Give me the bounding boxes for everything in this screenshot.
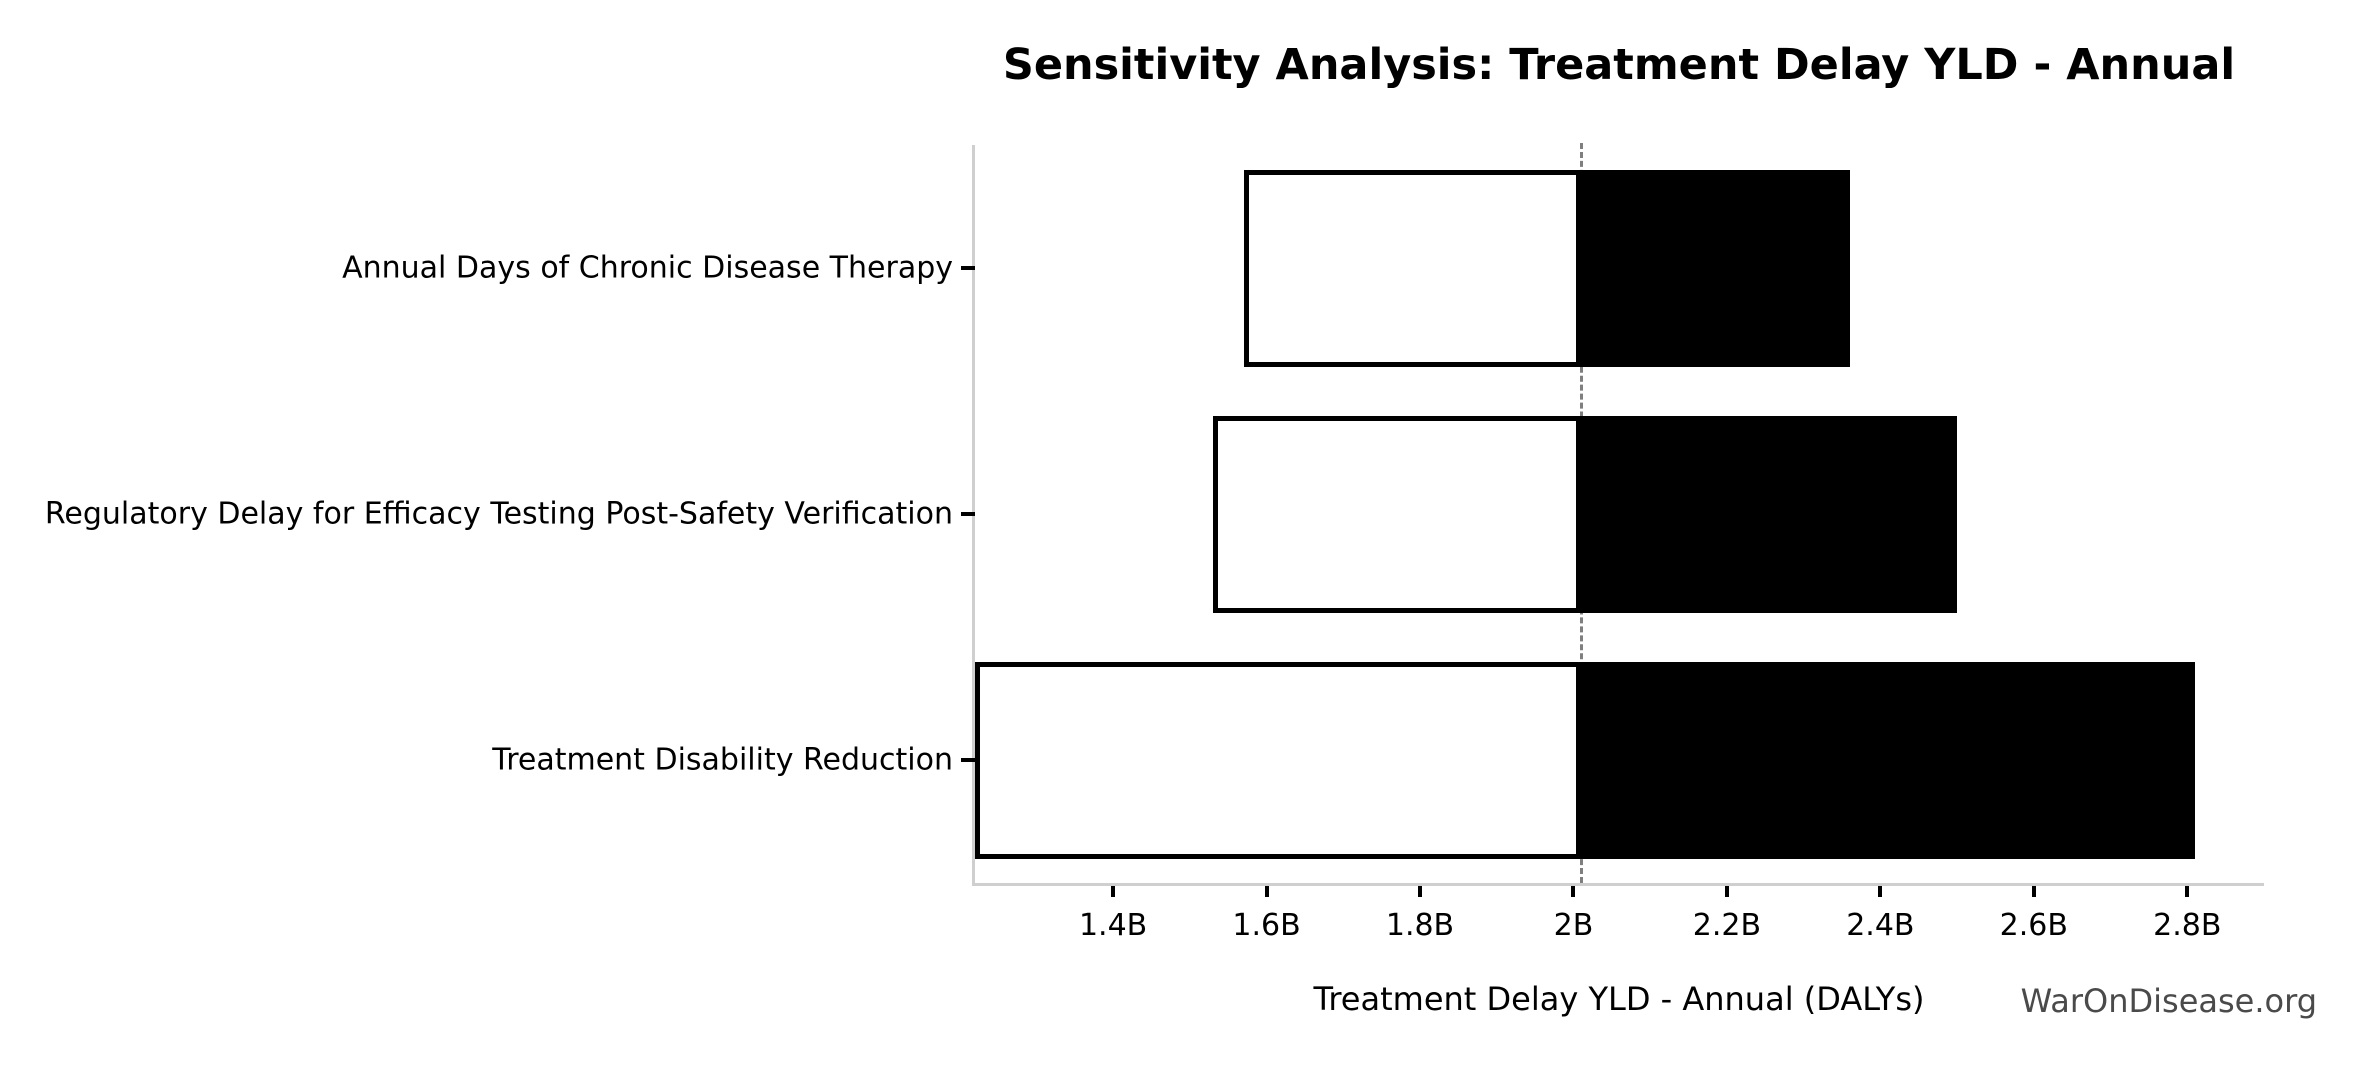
watermark: WarOnDisease.org: [2020, 982, 2317, 1020]
x-tick: [1878, 886, 1883, 897]
y-tick: [961, 512, 975, 516]
x-tick-label: 2B: [1553, 908, 1594, 943]
y-tick: [961, 266, 975, 270]
x-tick-label: 1.8B: [1385, 908, 1455, 943]
x-tick-label: 2.4B: [1846, 908, 1915, 943]
x-tick: [2031, 886, 2036, 897]
category-label: Annual Days of Chronic Disease Therapy: [342, 250, 953, 286]
y-tick: [961, 758, 975, 762]
x-tick-label: 1.6B: [1232, 908, 1301, 943]
bar-low-segment: [1212, 416, 1582, 613]
chart-title: Sensitivity Analysis: Treatment Delay YL…: [1002, 40, 2236, 90]
bar-high-segment: [1581, 416, 1958, 613]
bar-high-segment: [1581, 662, 2195, 859]
category-label: Regulatory Delay for Efficacy Testing Po…: [44, 496, 953, 532]
bar-low-segment: [1243, 170, 1582, 367]
bottom-spine: [972, 883, 2264, 886]
x-tick-label: 2.6B: [1999, 908, 2068, 943]
x-tick: [1571, 886, 1576, 897]
x-tick: [1111, 886, 1116, 897]
x-tick-label: 2.8B: [2153, 908, 2222, 943]
x-tick: [1418, 886, 1422, 897]
x-tick-label: 1.4B: [1078, 908, 1148, 943]
x-tick: [1264, 886, 1269, 897]
x-tick-label: 2.2B: [1692, 908, 1762, 943]
x-tick: [2185, 886, 2190, 897]
bar-high-segment: [1581, 170, 1850, 367]
category-label: Treatment Disability Reduction: [492, 742, 953, 778]
x-axis-label: Treatment Delay YLD - Annual (DALYs): [1313, 980, 1925, 1018]
plot-area: [972, 143, 2264, 886]
bar-low-segment: [975, 662, 1582, 859]
x-tick: [1724, 886, 1729, 897]
